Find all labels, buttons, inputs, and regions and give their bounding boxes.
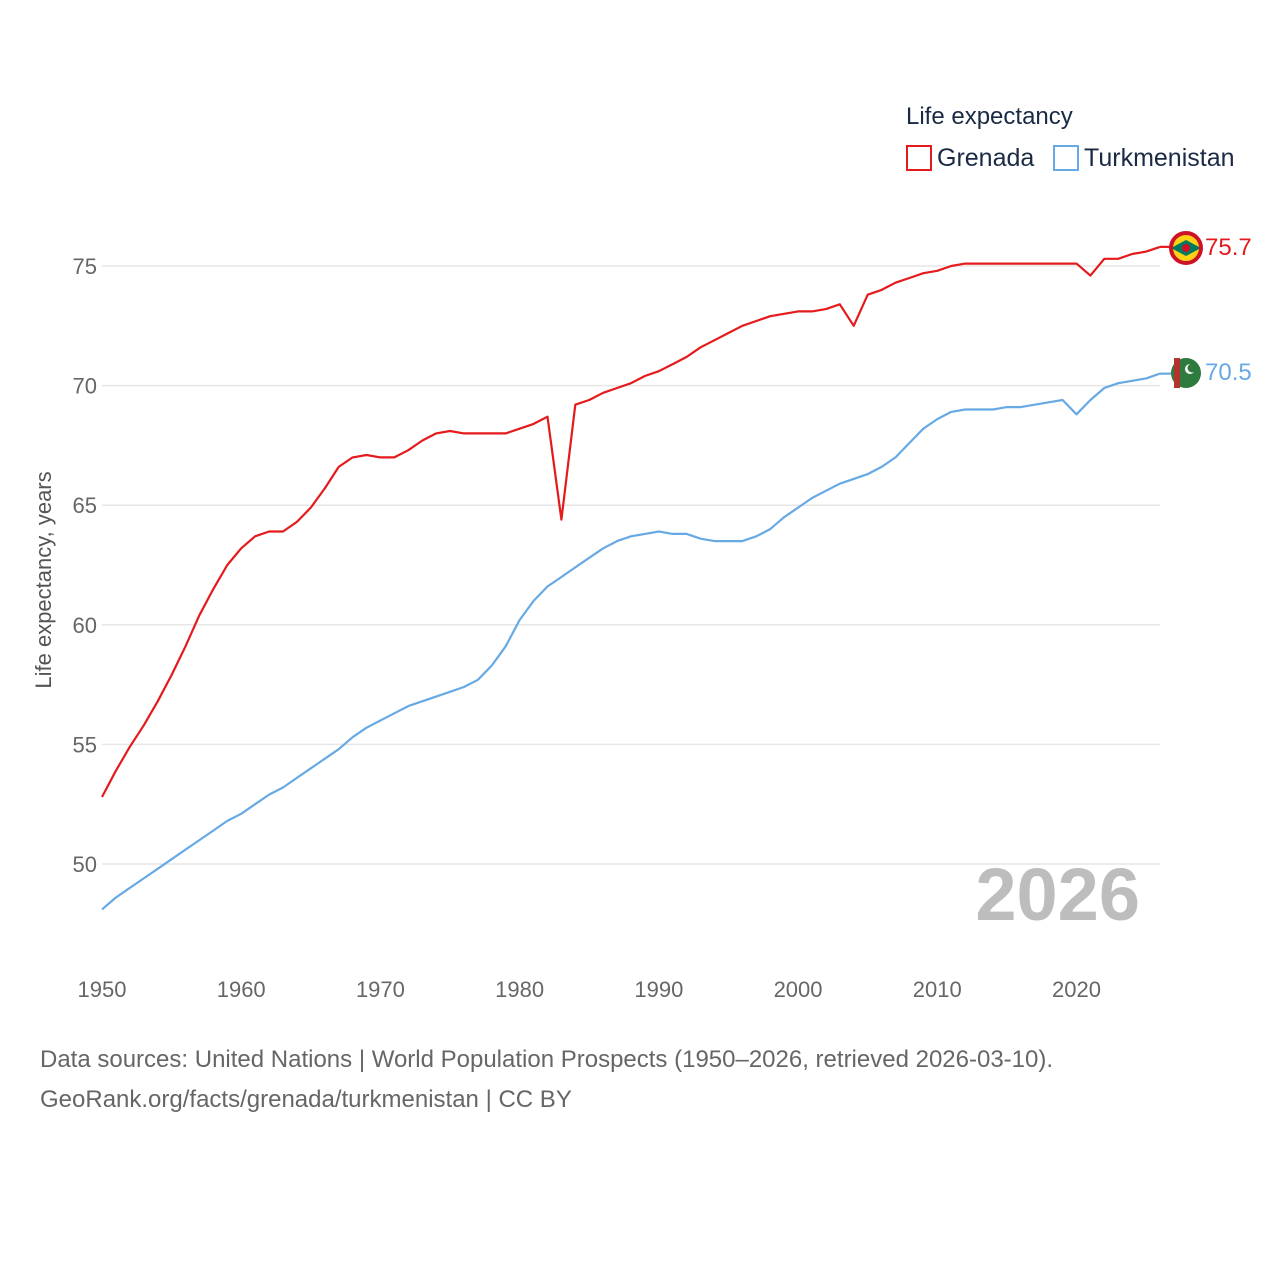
y-tick-label: 70 [73, 374, 97, 399]
legend-label-turkmenistan: Turkmenistan [1084, 144, 1235, 172]
sources-line: Data sources: United Nations | World Pop… [40, 1046, 1054, 1073]
x-tick-label: 1950 [78, 977, 127, 1002]
grenada-end-value: 75.7 [1205, 234, 1252, 261]
legend-item-turkmenistan[interactable]: Turkmenistan [1053, 144, 1235, 172]
x-tick-label: 2010 [913, 977, 962, 1002]
x-tick-label: 2020 [1052, 977, 1101, 1002]
grenada-flag-icon [1169, 231, 1203, 265]
y-tick-label: 60 [73, 613, 97, 638]
y-tick-label: 50 [73, 852, 97, 877]
series-line-turkmenistan[interactable] [101, 372, 1161, 911]
turkmenistan-end-value: 70.5 [1205, 359, 1252, 386]
x-tick-label: 1990 [634, 977, 683, 1002]
x-tick-label: 1980 [495, 977, 544, 1002]
series-lines [101, 245, 1171, 911]
gridlines [102, 265, 1160, 865]
x-tick-label: 1970 [356, 977, 405, 1002]
current-year-label: 2026 [975, 853, 1140, 936]
legend-label-grenada: Grenada [937, 144, 1034, 172]
legend-swatch-grenada [906, 145, 932, 171]
data-sources-footer: Data sources: United Nations | World Pop… [40, 1040, 1260, 1120]
y-axis-ticks: 50 55 60 65 70 75 [73, 254, 97, 877]
x-tick-label: 2000 [774, 977, 823, 1002]
x-tick-label: 1960 [217, 977, 266, 1002]
y-tick-label: 55 [73, 732, 97, 757]
turkmenistan-flag-icon [1171, 358, 1201, 388]
legend-swatch-turkmenistan [1053, 145, 1079, 171]
y-tick-label: 65 [73, 493, 97, 518]
series-line-grenada[interactable] [101, 245, 1161, 798]
source-link[interactable]: GeoRank.org/facts/grenada/turkmenistan |… [40, 1086, 572, 1113]
x-axis-ticks: 1950 1960 1970 1980 1990 2000 2010 2020 [78, 977, 1101, 1002]
legend-title: Life expectancy [906, 103, 1073, 130]
legend-item-grenada[interactable]: Grenada [906, 144, 1034, 172]
y-tick-label: 75 [73, 254, 97, 279]
life-expectancy-chart: Life expectancy Grenada Turkmenistan Lif… [31, 103, 1252, 1002]
y-axis-title: Life expectancy, years [31, 471, 56, 688]
